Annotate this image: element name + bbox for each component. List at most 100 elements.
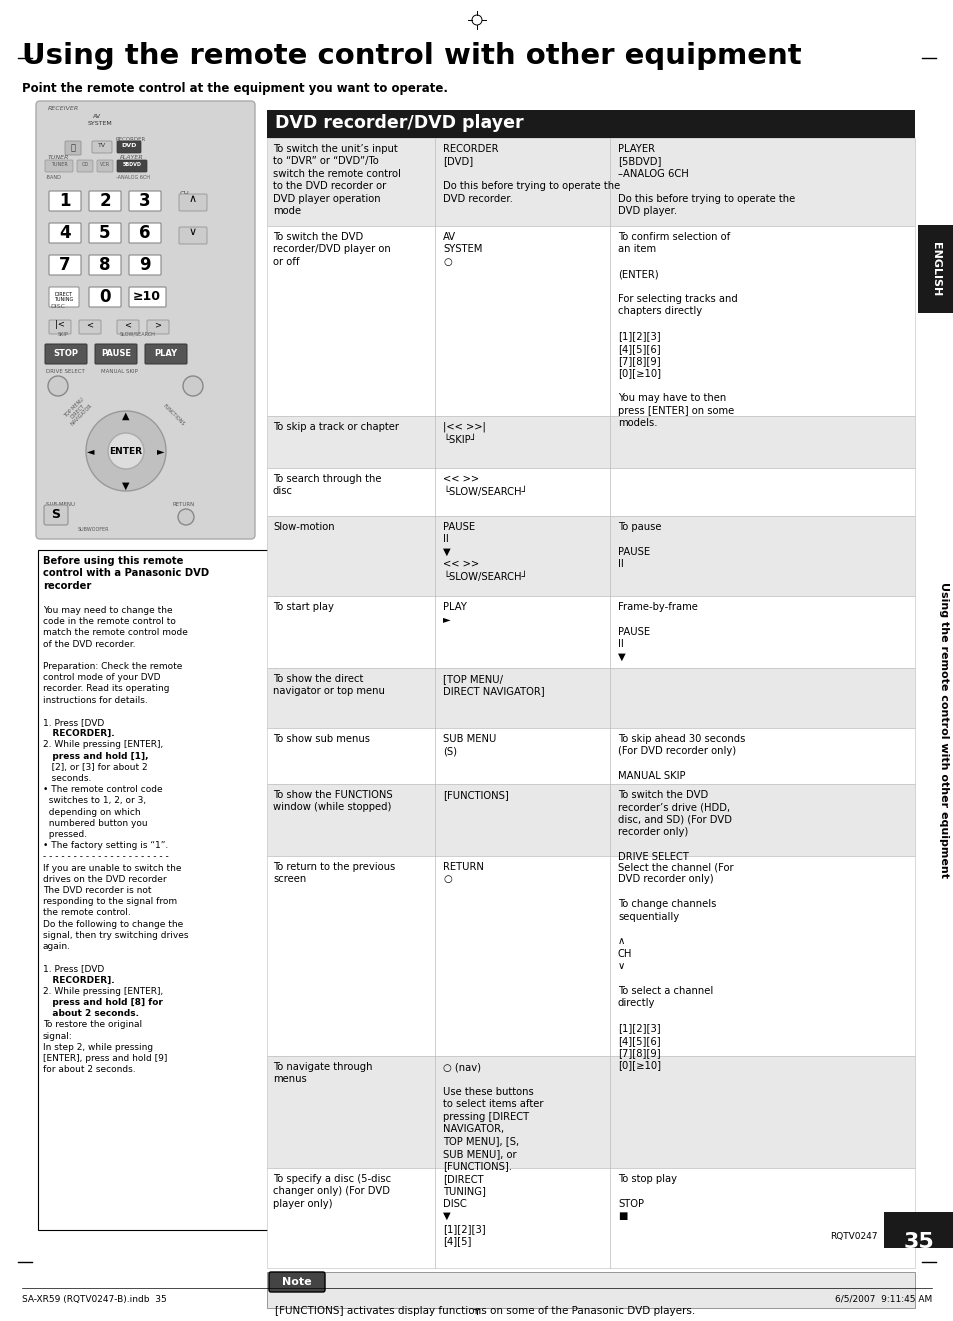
Text: TUNER: TUNER (51, 162, 68, 166)
Text: << >>
└SLOW/SEARCH┘: << >> └SLOW/SEARCH┘ (442, 474, 527, 497)
Text: |<: |< (55, 320, 65, 329)
Text: ≥10: ≥10 (132, 291, 161, 304)
Text: PLAY
►: PLAY ► (442, 602, 466, 625)
Text: To stop play

STOP
■: To stop play STOP ■ (618, 1174, 677, 1221)
Circle shape (108, 433, 144, 469)
FancyBboxPatch shape (36, 100, 254, 539)
Text: If you are unable to switch the: If you are unable to switch the (43, 864, 181, 873)
Bar (883, 1211, 953, 1248)
Text: Using the remote control with other equipment: Using the remote control with other equi… (938, 583, 948, 878)
FancyBboxPatch shape (129, 192, 161, 211)
Text: AV: AV (92, 114, 101, 119)
Text: The DVD recorder is not: The DVD recorder is not (43, 886, 152, 896)
Text: |<< >>|
└SKIP┘: |<< >>| └SKIP┘ (442, 421, 485, 445)
Text: [FUNCTIONS]: [FUNCTIONS] (442, 790, 508, 801)
Text: To switch the unit’s input
to “DVR” or “DVD”/To
switch the remote control
to the: To switch the unit’s input to “DVR” or “… (273, 144, 400, 217)
Text: for about 2 seconds.: for about 2 seconds. (43, 1065, 135, 1074)
Text: 6: 6 (139, 225, 151, 242)
Text: In step 2, while pressing: In step 2, while pressing (43, 1042, 153, 1052)
Text: DVD recorder/DVD player: DVD recorder/DVD player (274, 114, 523, 132)
Text: SKIP: SKIP (58, 332, 69, 337)
Text: Select the channel (For
DVD recorder only)

To change channels
sequentially

∧
C: Select the channel (For DVD recorder onl… (618, 863, 733, 1070)
Text: To return to the previous
screen: To return to the previous screen (273, 863, 395, 884)
Text: DIRECT
TUNING: DIRECT TUNING (54, 292, 73, 303)
Text: Frame-by-frame

PAUSE
II
▼: Frame-by-frame PAUSE II ▼ (618, 602, 698, 662)
Text: To skip a track or chapter: To skip a track or chapter (273, 421, 398, 432)
Text: [ENTER], press and hold [9]: [ENTER], press and hold [9] (43, 1054, 167, 1063)
Text: about 2 seconds.: about 2 seconds. (43, 1009, 139, 1018)
Text: 1: 1 (59, 192, 71, 210)
FancyBboxPatch shape (89, 192, 121, 211)
FancyBboxPatch shape (147, 320, 169, 334)
FancyBboxPatch shape (77, 160, 92, 172)
Text: [FUNCTIONS] activates display functions on some of the Panasonic DVD players.: [FUNCTIONS] activates display functions … (274, 1306, 695, 1316)
Circle shape (183, 376, 203, 396)
Text: SA-XR59 (RQTV0247-B).indb  35: SA-XR59 (RQTV0247-B).indb 35 (22, 1295, 167, 1304)
Text: Point the remote control at the equipment you want to operate.: Point the remote control at the equipmen… (22, 82, 448, 95)
Text: Preparation: Check the remote: Preparation: Check the remote (43, 662, 182, 671)
Text: PAUSE: PAUSE (101, 350, 131, 358)
FancyBboxPatch shape (269, 1272, 325, 1292)
Text: -BAND: -BAND (46, 174, 62, 180)
Text: again.: again. (43, 942, 71, 951)
Bar (267, 856, 914, 1055)
Text: SUB MENU: SUB MENU (46, 502, 75, 507)
Text: PLAYER
[5BDVD]
–ANALOG 6CH

Do this before trying to operate the
DVD player.: PLAYER [5BDVD] –ANALOG 6CH Do this befor… (618, 144, 795, 217)
Text: numbered button you: numbered button you (43, 819, 148, 828)
Text: To confirm selection of
an item

(ENTER)

For selecting tracks and
chapters dire: To confirm selection of an item (ENTER) … (618, 232, 737, 428)
Text: RECEIVER: RECEIVER (48, 106, 79, 111)
FancyBboxPatch shape (117, 160, 147, 172)
Text: responding to the signal from: responding to the signal from (43, 897, 177, 906)
Text: depending on which: depending on which (43, 807, 140, 816)
Text: 1. Press [DVD: 1. Press [DVD (43, 964, 104, 974)
Text: the remote control.: the remote control. (43, 909, 131, 917)
Text: Do the following to change the: Do the following to change the (43, 919, 183, 929)
Text: TV: TV (98, 143, 106, 148)
Text: VCR: VCR (100, 162, 110, 166)
Text: 5: 5 (99, 225, 111, 242)
FancyBboxPatch shape (179, 227, 207, 244)
Text: PLAYER: PLAYER (120, 155, 144, 160)
Text: To switch the DVD
recorder’s drive (HDD,
disc, and SD) (For DVD
recorder only)

: To switch the DVD recorder’s drive (HDD,… (618, 790, 731, 863)
Bar (267, 1272, 914, 1308)
Text: ◄: ◄ (87, 446, 94, 456)
Text: press and hold [1],: press and hold [1], (43, 752, 149, 761)
Text: seconds.: seconds. (43, 774, 91, 783)
Text: To navigate through
menus: To navigate through menus (273, 1062, 372, 1085)
Text: pressed.: pressed. (43, 830, 87, 839)
Text: To restore the original: To restore the original (43, 1020, 142, 1029)
Text: DVD: DVD (121, 143, 136, 148)
Text: <: < (87, 320, 93, 329)
Text: AV
SYSTEM
○: AV SYSTEM ○ (442, 232, 482, 267)
Text: PLAY: PLAY (154, 350, 177, 358)
Text: To show the direct
navigator or top menu: To show the direct navigator or top menu (273, 674, 384, 696)
Circle shape (48, 376, 68, 396)
Text: PAUSE
II
▼
<< >>
└SLOW/SEARCH┘: PAUSE II ▼ << >> └SLOW/SEARCH┘ (442, 522, 527, 583)
Text: To show sub menus: To show sub menus (273, 734, 370, 744)
Text: STOP: STOP (53, 350, 78, 358)
Text: of the DVD recorder.: of the DVD recorder. (43, 639, 135, 649)
Text: S: S (51, 509, 60, 522)
Text: Before using this remote
control with a Panasonic DVD
recorder: Before using this remote control with a … (43, 556, 209, 590)
Text: switches to 1, 2, or 3,: switches to 1, 2, or 3, (43, 797, 146, 806)
Text: MANUAL SKIP: MANUAL SKIP (101, 369, 138, 374)
Text: FUNCTIONS: FUNCTIONS (162, 403, 186, 427)
Text: signal, then try switching drives: signal, then try switching drives (43, 931, 189, 939)
Text: control mode of your DVD: control mode of your DVD (43, 674, 160, 682)
Text: SUBWOOFER: SUBWOOFER (78, 527, 110, 532)
Text: To specify a disc (5-disc
changer only) (For DVD
player only): To specify a disc (5-disc changer only) … (273, 1174, 391, 1209)
FancyBboxPatch shape (79, 320, 101, 334)
Text: ▲: ▲ (122, 411, 130, 421)
Text: <: < (125, 320, 132, 329)
Text: [2], or [3] for about 2: [2], or [3] for about 2 (43, 762, 148, 771)
FancyBboxPatch shape (145, 343, 187, 365)
FancyBboxPatch shape (44, 505, 68, 524)
Text: 2. While pressing [ENTER],: 2. While pressing [ENTER], (43, 740, 163, 749)
Text: Note: Note (282, 1277, 312, 1287)
Text: instructions for details.: instructions for details. (43, 696, 148, 704)
Text: To skip ahead 30 seconds
(For DVD recorder only)

MANUAL SKIP: To skip ahead 30 seconds (For DVD record… (618, 734, 744, 781)
Text: Using the remote control with other equipment: Using the remote control with other equi… (22, 42, 801, 70)
Text: SLOW/SEARCH: SLOW/SEARCH (120, 332, 155, 337)
Text: TOP MENU
DIRECT
NAVIGATOR: TOP MENU DIRECT NAVIGATOR (62, 395, 93, 427)
Text: match the remote control mode: match the remote control mode (43, 629, 188, 638)
